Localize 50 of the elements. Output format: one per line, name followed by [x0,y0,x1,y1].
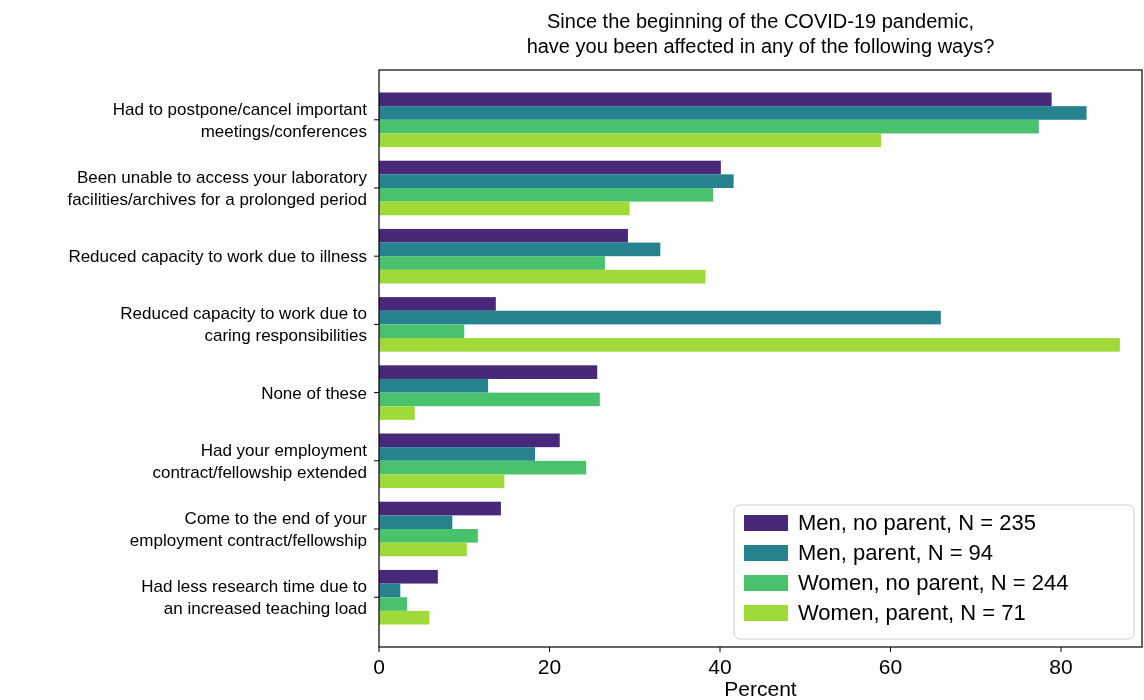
bar [379,460,587,475]
y-tick-label: Had your employment contract/fellowship extended [152,440,368,482]
bar [379,529,478,543]
bar [379,501,501,516]
bar [379,228,628,243]
bar [379,201,630,216]
bar [379,297,496,311]
bar [379,133,882,148]
bar [379,610,430,625]
bar [379,324,465,339]
bar [379,542,467,557]
bar [379,433,560,448]
bar [379,160,721,175]
bar [379,310,941,325]
y-tick-label: Reduced capacity to work due to illness [68,247,367,267]
legend-label: Women, parent, N = 71 [798,600,1026,625]
x-tick-label: 60 [878,655,903,678]
x-tick-label: 0 [373,655,385,678]
bar [379,106,1087,120]
bar [379,269,706,284]
x-tick-label: 80 [1049,655,1073,678]
y-tick-label: Had less research time due to an increased teaching load [141,577,367,619]
bar [379,92,1052,107]
y-tick-label: Been unable to access your laboratory facilities/archives for a prolonged period [67,167,368,209]
bar [379,338,1120,352]
bar [379,365,598,379]
y-tick-label: Come to the end of your employment contract/fellowship [129,509,368,551]
bar [379,119,1039,134]
x-tick-label: 20 [537,655,562,678]
bar [379,378,489,393]
x-tick-label: 40 [708,655,732,678]
legend-label: Men, no parent, N = 235 [798,510,1036,535]
y-tick-label: Reduced capacity to work due to caring responsibilities [120,304,367,346]
bar [379,174,734,188]
x-axis-title: Percent [724,677,797,700]
chart-title: Since the beginning of the COVID-19 pandemic, have you been affected in any of the following ways? [526,10,995,57]
bar [379,474,505,489]
legend-label: Women, no parent, N = 244 [798,570,1069,595]
bar [379,447,536,461]
bar [379,187,714,202]
bar [379,256,605,270]
legend-label: Men, parent, N = 94 [798,540,994,565]
bar [379,392,600,407]
bar [379,406,415,420]
y-tick-label: None of these [261,383,367,403]
bar [379,597,408,611]
bar [379,515,453,530]
y-tick-label: Had to postpone/cancel important meetings/conferences [112,99,368,141]
bar [379,242,661,257]
bar [379,569,438,584]
